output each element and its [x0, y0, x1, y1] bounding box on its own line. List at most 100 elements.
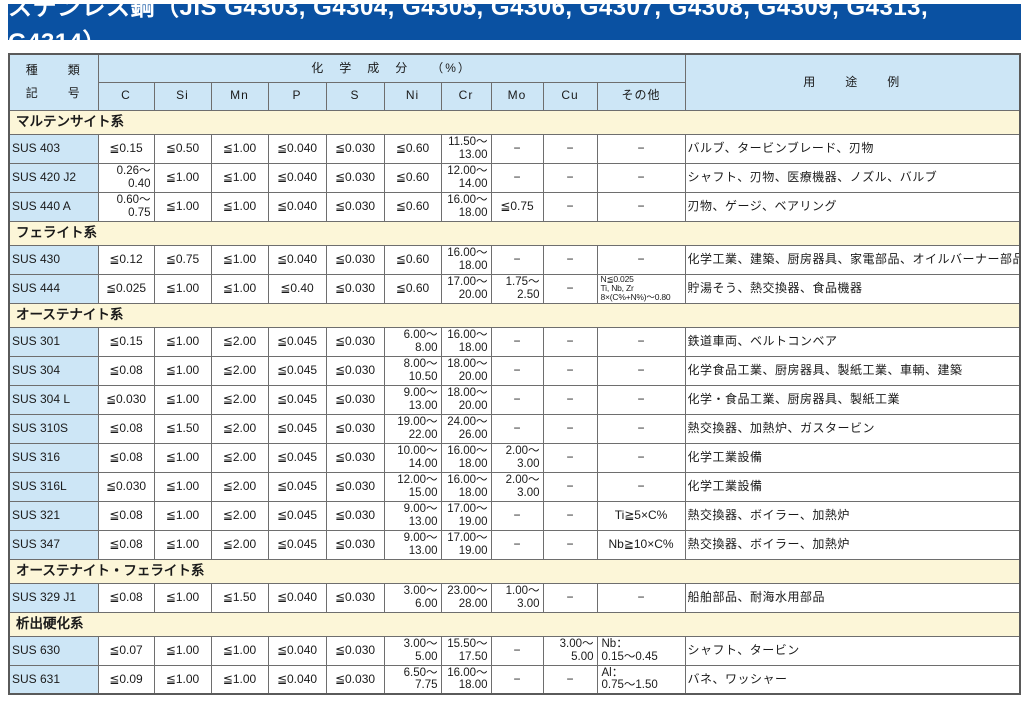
- grade-code-cell: SUS 440 A: [8, 191, 99, 222]
- section-title: オーステナイト・フェライト系: [8, 558, 1021, 584]
- value-cell-c: ≦0.030: [97, 471, 155, 502]
- value-cell-other: −: [596, 162, 686, 193]
- value-cell-mo: −: [490, 384, 544, 415]
- value-cell-cu: −: [542, 582, 598, 613]
- column-header-element-6: Cr: [440, 81, 492, 111]
- value-cell-s: ≦0.030: [325, 384, 385, 415]
- value-cell-mn: ≦1.00: [210, 635, 269, 666]
- title-bar: ステンレス鋼（JIS G4303, G4304, G4305, G4306, G…: [8, 0, 1021, 56]
- value-cell-s: ≦0.030: [325, 191, 385, 222]
- value-cell-si: ≦1.00: [153, 635, 212, 666]
- section-header-row: オーステナイト系: [8, 302, 1021, 328]
- usage-cell: 鉄道車両、ベルトコンベア: [684, 326, 1021, 357]
- value-cell-other: −: [596, 582, 686, 613]
- section-header-row: 析出硬化系: [8, 611, 1021, 637]
- value-cell-mn: ≦2.00: [210, 326, 269, 357]
- value-cell-mo: 2.00～ 3.00: [490, 442, 544, 473]
- value-cell-mo: 1.75～ 2.50: [490, 273, 544, 304]
- column-header-chemical-composition: 化 学 成 分 （%）: [97, 53, 686, 83]
- value-cell-mo: −: [490, 500, 544, 531]
- grade-code-cell: SUS 316: [8, 442, 99, 473]
- value-cell-c: ≦0.030: [97, 384, 155, 415]
- grade-code-cell: SUS 310S: [8, 413, 99, 444]
- grade-code-cell: SUS 321: [8, 500, 99, 531]
- value-cell-s: ≦0.030: [325, 635, 385, 666]
- value-cell-other: −: [596, 355, 686, 386]
- table-row: SUS 347 ≦0.08 ≦1.00 ≦2.00 ≦0.045 ≦0.030 9.00～ …: [8, 529, 1021, 560]
- grade-code-cell: SUS 403: [8, 133, 99, 164]
- value-cell-c: ≦0.025: [97, 273, 155, 304]
- value-cell-p: ≦0.040: [267, 635, 327, 666]
- value-cell-ni: 12.00～ 15.00: [383, 471, 442, 502]
- value-cell-mo: −: [490, 413, 544, 444]
- value-cell-p: ≦0.045: [267, 529, 327, 560]
- value-cell-ni: 19.00～ 22.00: [383, 413, 442, 444]
- value-cell-mn: ≦2.00: [210, 471, 269, 502]
- usage-cell: 船舶部品、耐海水用部品: [684, 582, 1021, 613]
- value-cell-cu: −: [542, 529, 598, 560]
- table-row: SUS 301 ≦0.15 ≦1.00 ≦2.00 ≦0.045 ≦0.030 6.00～ …: [8, 326, 1021, 357]
- value-cell-p: ≦0.045: [267, 384, 327, 415]
- value-cell-cr: 16.00～ 18.00: [440, 442, 492, 473]
- value-cell-p: ≦0.040: [267, 244, 327, 275]
- value-cell-p: ≦0.045: [267, 355, 327, 386]
- value-cell-mn: ≦2.00: [210, 442, 269, 473]
- page-title: ステンレス鋼（JIS G4303, G4304, G4305, G4306, G…: [8, 0, 929, 56]
- section-title: 析出硬化系: [8, 611, 1021, 637]
- value-cell-cr: 16.00～ 18.00: [440, 244, 492, 275]
- grade-code-cell: SUS 304 L: [8, 384, 99, 415]
- value-cell-si: ≦1.50: [153, 413, 212, 444]
- grade-code-cell: SUS 329 J1: [8, 582, 99, 613]
- value-cell-si: ≦1.00: [153, 273, 212, 304]
- value-cell-cr: 18.00～ 20.00: [440, 355, 492, 386]
- value-cell-s: ≦0.030: [325, 529, 385, 560]
- value-cell-cu: −: [542, 384, 598, 415]
- value-cell-ni: 3.00～ 5.00: [383, 635, 442, 666]
- value-cell-mo: −: [490, 326, 544, 357]
- value-cell-s: ≦0.030: [325, 244, 385, 275]
- usage-cell: 化学工業設備: [684, 442, 1021, 473]
- value-cell-si: ≦1.00: [153, 529, 212, 560]
- value-cell-cu: −: [542, 326, 598, 357]
- value-cell-p: ≦0.040: [267, 582, 327, 613]
- value-cell-mn: ≦1.00: [210, 664, 269, 695]
- value-cell-cr: 17.00～ 20.00: [440, 273, 492, 304]
- column-header-usage: 用 途 例: [684, 53, 1021, 111]
- value-cell-p: ≦0.045: [267, 413, 327, 444]
- value-cell-p: ≦0.040: [267, 162, 327, 193]
- table-row: SUS 321 ≦0.08 ≦1.00 ≦2.00 ≦0.045 ≦0.030 9.00～ …: [8, 500, 1021, 531]
- value-cell-si: ≦0.50: [153, 133, 212, 164]
- value-cell-c: ≦0.08: [97, 442, 155, 473]
- element-header-row: C Si Mn P S Ni Cr Mo Cu その他: [9, 81, 1020, 111]
- value-cell-cr: 12.00～ 14.00: [440, 162, 492, 193]
- grade-code-cell: SUS 420 J2: [8, 162, 99, 193]
- value-cell-ni: ≦0.60: [383, 133, 442, 164]
- grade-code-cell: SUS 301: [8, 326, 99, 357]
- value-cell-s: ≦0.030: [325, 133, 385, 164]
- table-row: SUS 304 L ≦0.030 ≦1.00 ≦2.00 ≦0.045 ≦0.030 9.0…: [8, 384, 1021, 415]
- value-cell-si: ≦1.00: [153, 384, 212, 415]
- value-cell-cu: −: [542, 355, 598, 386]
- value-cell-other: −: [596, 442, 686, 473]
- value-cell-mn: ≦2.00: [210, 384, 269, 415]
- value-cell-cu: −: [542, 244, 598, 275]
- grade-code-cell: SUS 630: [8, 635, 99, 666]
- table-header: 種 類 記 号 化 学 成 分 （%） 用 途 例 C Si Mn P S Ni Cr Mo C…: [8, 53, 1021, 111]
- grade-code-cell: SUS 347: [8, 529, 99, 560]
- value-cell-si: ≦1.00: [153, 326, 212, 357]
- column-header-element-9: その他: [596, 81, 686, 111]
- column-header-element-0: C: [97, 81, 155, 111]
- table-row: SUS 420 J2 0.26～ 0.40 ≦1.00 ≦1.00 ≦0.040 ≦0.0…: [8, 162, 1021, 193]
- kind-label: 種 類: [25, 62, 82, 77]
- value-cell-cr: 17.00～ 19.00: [440, 529, 492, 560]
- table-row: SUS 310S ≦0.08 ≦1.50 ≦2.00 ≦0.045 ≦0.030 19.00…: [8, 413, 1021, 444]
- usage-cell: 化学工業、建築、厨房器具、家電部品、オイルバーナー部品: [684, 244, 1021, 275]
- value-cell-si: ≦1.00: [153, 355, 212, 386]
- value-cell-cr: 24.00～ 26.00: [440, 413, 492, 444]
- value-cell-cu: −: [542, 471, 598, 502]
- value-cell-cr: 15.50～ 17.50: [440, 635, 492, 666]
- grade-code-cell: SUS 444: [8, 273, 99, 304]
- table-row: SUS 430 ≦0.12 ≦0.75 ≦1.00 ≦0.040 ≦0.030 ≦0.60 1…: [8, 244, 1021, 275]
- value-cell-mn: ≦2.00: [210, 500, 269, 531]
- value-cell-cu: −: [542, 442, 598, 473]
